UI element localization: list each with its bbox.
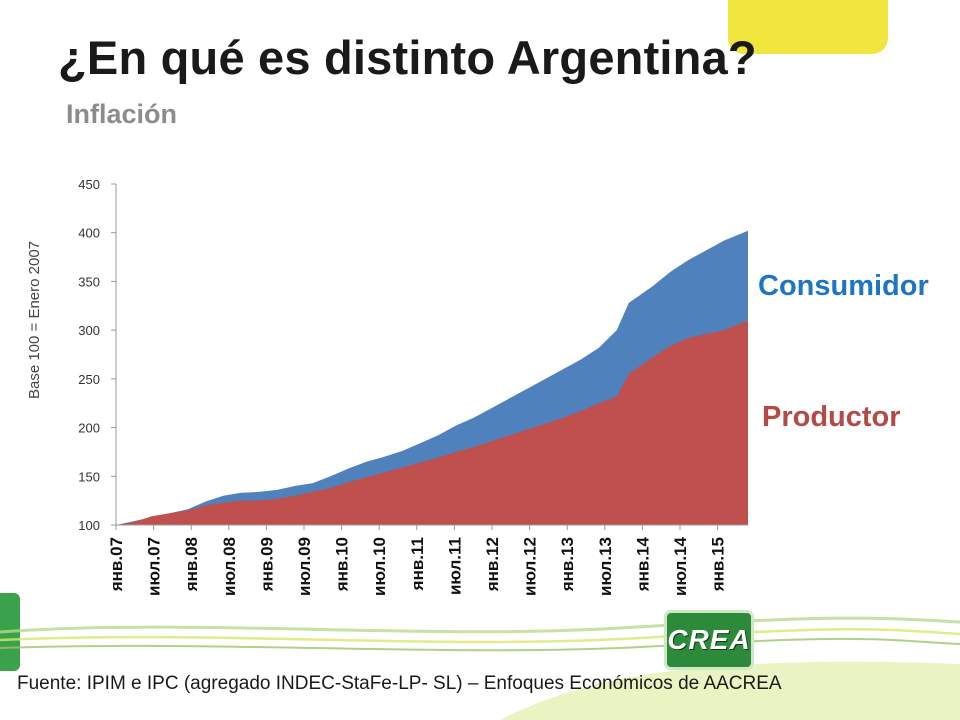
grass-wave — [500, 661, 960, 720]
x-tick-label: июл.08 — [220, 537, 239, 596]
slide-title: ¿En qué es distinto Argentina? — [58, 31, 757, 84]
x-tick-label: янв.07 — [107, 537, 126, 592]
y-tick-label: 300 — [78, 323, 100, 338]
x-tick-label: июл.10 — [370, 537, 389, 596]
y-tick-label: 100 — [78, 518, 100, 533]
x-tick-label: июл.13 — [596, 537, 615, 596]
y-tick-label: 400 — [78, 226, 100, 241]
decorative-grass-waves — [0, 616, 960, 720]
y-tick-label: 250 — [78, 372, 100, 387]
grass-wave — [0, 637, 960, 652]
area-productor — [116, 320, 748, 525]
x-tick-label: янв.10 — [333, 537, 352, 592]
grass-wave — [0, 616, 960, 634]
x-tick-label: янв.08 — [182, 537, 201, 592]
x-tick-label: янв.11 — [408, 537, 427, 591]
chart-areas — [116, 230, 748, 526]
source-footnote: Fuente: IPIM e IPC (agregado INDEC-StaFe… — [17, 673, 782, 694]
y-tick-label: 450 — [78, 177, 100, 192]
x-tick-label: янв.13 — [558, 537, 577, 592]
x-tick-label: июл.12 — [521, 537, 540, 596]
y-tick-label: 200 — [78, 421, 100, 436]
series-label-consumidor: Consumidor — [758, 270, 929, 302]
crea-logo: CREA — [664, 610, 754, 670]
x-tick-label: янв.15 — [709, 537, 728, 592]
x-tick-label: июл.14 — [671, 536, 690, 596]
y-tick-label: 150 — [78, 469, 100, 484]
y-tick-label: 350 — [78, 274, 100, 289]
yellow-corner-decoration — [728, 0, 888, 54]
x-tick-label: янв.14 — [633, 536, 652, 592]
grass-wave — [0, 627, 960, 644]
crea-logo-text: CREA — [667, 624, 751, 655]
x-axis-ticks: янв.07 июл.07 янв.08 июл.08 янв.09 июл.09 янв.… — [107, 525, 728, 596]
slide-subtitle: Inflación — [66, 99, 178, 129]
x-tick-label: июл.09 — [295, 537, 314, 596]
x-tick-label: июл.07 — [145, 537, 164, 596]
x-tick-label: янв.12 — [483, 537, 502, 592]
x-tick-label: июл.11 — [445, 537, 464, 595]
y-axis-ticks: 100 150 200 250 300 350 400 450 — [78, 177, 116, 533]
x-tick-label: янв.09 — [257, 537, 276, 592]
y-axis-label: Base 100 = Enero 2007 — [26, 241, 43, 399]
series-label-productor: Productor — [762, 401, 901, 433]
